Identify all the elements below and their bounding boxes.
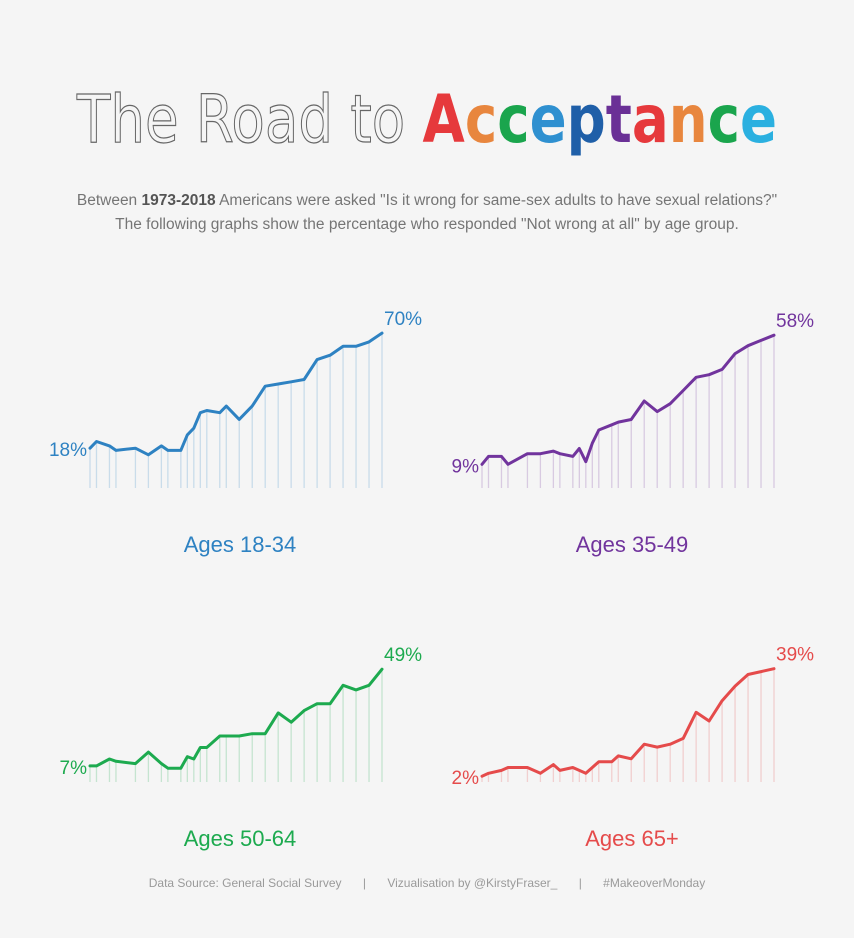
subtitle-text: Between <box>76 192 142 209</box>
series-line <box>480 333 776 466</box>
chart-title: Ages 65+ <box>585 826 679 851</box>
title-letter: c <box>708 81 740 158</box>
chart-ages-65-: 2% 39% Ages 65+ <box>452 645 815 851</box>
title-text: The Road to Acceptance <box>76 81 777 158</box>
footer: Data Source: General Social Survey | Viz… <box>0 876 854 890</box>
chart-ages-50-64: 7% 49% Ages 50-64 <box>60 645 423 851</box>
chart-title: Ages 18-34 <box>184 532 297 557</box>
footer-source: Data Source: General Social Survey <box>148 876 342 890</box>
page-title: The Road to Acceptance <box>76 80 777 158</box>
footer-credit: Vizualisation by @KirstyFraser_ <box>387 876 558 890</box>
title-letter: t <box>606 81 632 158</box>
title-letter: c <box>465 81 497 158</box>
series-line <box>480 667 776 778</box>
start-value-label: 9% <box>452 456 480 477</box>
footer-separator: | <box>362 876 366 890</box>
chart-title: Ages 50-64 <box>184 826 297 851</box>
series-line <box>88 667 384 770</box>
start-value-label: 2% <box>452 768 480 789</box>
chart-title: Ages 35-49 <box>576 532 689 557</box>
end-value-label: 70% <box>384 309 422 330</box>
series-line <box>88 331 384 457</box>
end-value-label: 58% <box>776 311 814 332</box>
end-value-label: 49% <box>384 645 422 666</box>
title-prefix: The Road to <box>76 81 422 158</box>
subtitle-line-1: Between 1973-2018 Americans were asked "… <box>0 189 854 213</box>
chart-ages-18-34: 18% 70% Ages 18-34 <box>49 309 422 557</box>
footer-hashtag: #MakeoverMonday <box>603 876 706 890</box>
start-value-label: 18% <box>49 440 87 461</box>
subtitle-question: Americans were asked "Is it wrong for sa… <box>215 192 778 209</box>
title-letter: a <box>632 81 669 158</box>
title-letter: e <box>530 81 567 158</box>
title-letter: e <box>740 81 777 158</box>
title-letter: c <box>497 81 529 158</box>
subtitle-year-range: 1973-2018 <box>141 192 216 209</box>
footer-separator: | <box>578 876 582 890</box>
start-value-label: 7% <box>60 758 88 779</box>
end-value-label: 39% <box>776 645 814 666</box>
subtitle-line-2: The following graphs show the percentage… <box>115 216 739 233</box>
chart-ages-35-49: 9% 58% Ages 35-49 <box>452 311 815 557</box>
title-letter: n <box>669 81 708 158</box>
title-letter: p <box>567 81 606 158</box>
title-letter: A <box>423 81 465 158</box>
